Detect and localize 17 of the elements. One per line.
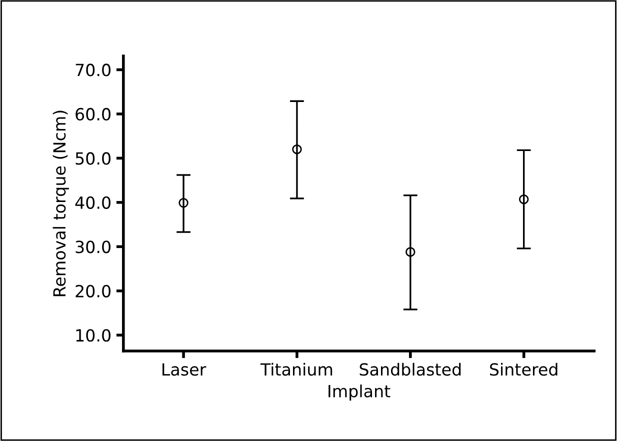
- y-axis-title: Removal torque (Ncm): [52, 110, 69, 296]
- y-tick-label: 40.0: [75, 196, 110, 209]
- y-tick-label: 60.0: [76, 108, 110, 121]
- x-tick-label: Sintered: [490, 362, 558, 376]
- point: [406, 247, 416, 257]
- y-tick-label: 50.0: [76, 152, 110, 165]
- y-tick-label: 70.0: [76, 64, 110, 76]
- x-tick-label: Laser: [162, 363, 206, 376]
- x-tick-label: Sandblasted: [360, 362, 461, 376]
- x-tick-label: Titanium: [260, 362, 332, 376]
- x-axis-title: Implant: [328, 384, 390, 401]
- y-tick-label: 10.0: [76, 329, 110, 342]
- point: [518, 194, 529, 204]
- point: [178, 198, 188, 208]
- point: [292, 144, 302, 154]
- y-tick-label: 20.0: [76, 284, 110, 298]
- y-tick-label: 30.0: [76, 240, 110, 254]
